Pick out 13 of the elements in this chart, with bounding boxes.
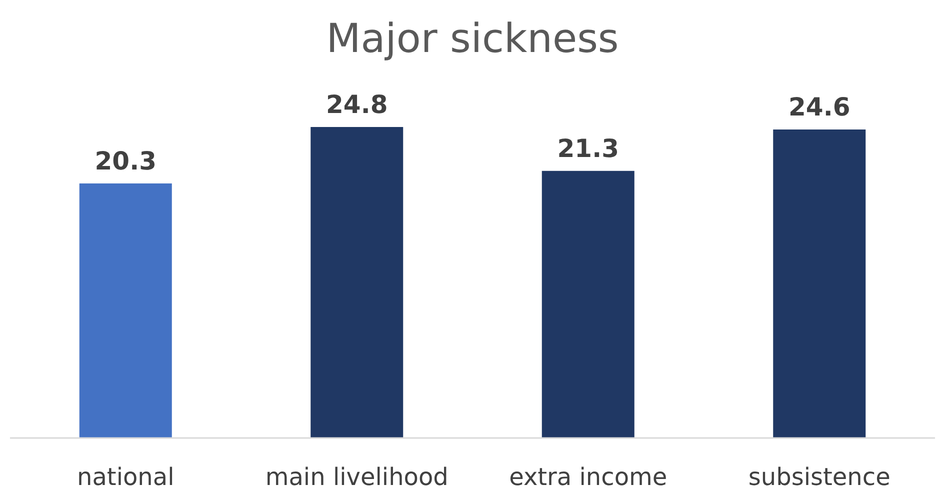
data-label: 24.6 [788, 92, 850, 122]
x-tick-label: subsistence [748, 463, 890, 491]
x-tick-label: extra income [509, 463, 668, 491]
bar [310, 127, 404, 438]
bar [773, 130, 866, 438]
x-tick-label: main livelihood [265, 463, 448, 491]
data-label: 20.3 [94, 146, 156, 176]
bar [79, 183, 172, 438]
chart-title: Major sickness [326, 16, 619, 62]
bar [542, 170, 634, 438]
data-label: 24.8 [326, 90, 388, 119]
data-label: 21.3 [557, 134, 619, 163]
x-tick-label: national [76, 463, 174, 491]
